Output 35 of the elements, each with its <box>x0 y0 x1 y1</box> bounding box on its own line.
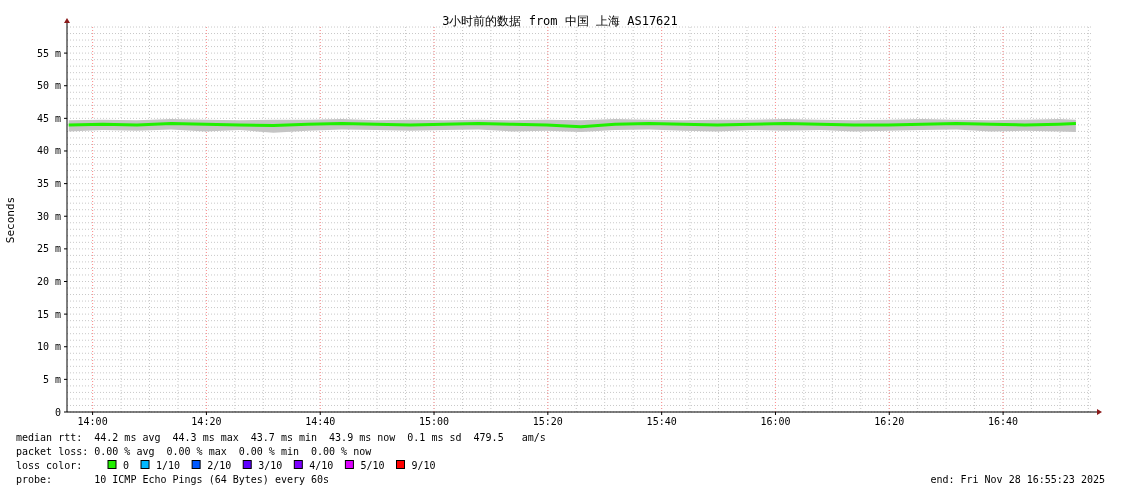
y-tick-label: 30 m <box>36 210 61 222</box>
legend-label: 0 <box>123 460 130 471</box>
y-tick-label: 40 m <box>36 145 61 157</box>
text: end: Fri Nov 28 16:55:23 2025 <box>930 474 1105 485</box>
text: probe: 10 ICMP Echo Pings (64 Bytes) every 60s <box>16 474 330 485</box>
legend-label: 5/10 <box>360 460 385 471</box>
y-axis-title: Seconds <box>4 196 17 244</box>
x-tick-label: 16:00 <box>760 416 791 427</box>
y-tick-label: 5 m <box>42 373 61 385</box>
legend-label: 1/10 <box>156 460 181 471</box>
text: loss color: <box>16 460 83 471</box>
x-tick-label: 15:40 <box>646 416 677 427</box>
y-tick-label: 25 m <box>36 243 61 255</box>
legend-label: 2/10 <box>207 460 232 471</box>
legend-label: 4/10 <box>309 460 334 471</box>
x-tick-label: 14:20 <box>191 416 222 427</box>
x-tick-label: 14:40 <box>305 416 336 427</box>
legend-label: 9/10 <box>411 460 436 471</box>
x-tick-label: 16:20 <box>874 416 905 427</box>
legend-label: 3/10 <box>258 460 283 471</box>
y-tick-label: 10 m <box>36 341 61 353</box>
text: packet loss: 0.00 % avg 0.00 % max 0.00 % min 0.00 % now <box>16 446 373 457</box>
y-tick-label: 0 <box>54 406 61 418</box>
y-tick-label: 45 m <box>36 112 61 124</box>
x-tick-label: 15:00 <box>418 416 450 427</box>
x-tick-label: 15:20 <box>532 416 563 427</box>
y-tick-label: 35 m <box>36 178 61 190</box>
text: median rtt: 44.2 ms avg 44.3 ms max 43.7 ms min 43.9 ms now 0.1 ms sd 479.5 am/s <box>16 432 546 443</box>
y-tick-label: 50 m <box>36 80 61 92</box>
y-tick-label: 15 m <box>36 308 61 320</box>
x-tick-label: 16:40 <box>988 416 1019 427</box>
x-tick-label: 14:00 <box>77 416 108 427</box>
y-tick-label: 55 m <box>36 47 61 59</box>
y-tick-label: 20 m <box>36 275 61 287</box>
chart-title: 3小时前的数据 from 中国 上海 AS17621 <box>442 14 678 28</box>
